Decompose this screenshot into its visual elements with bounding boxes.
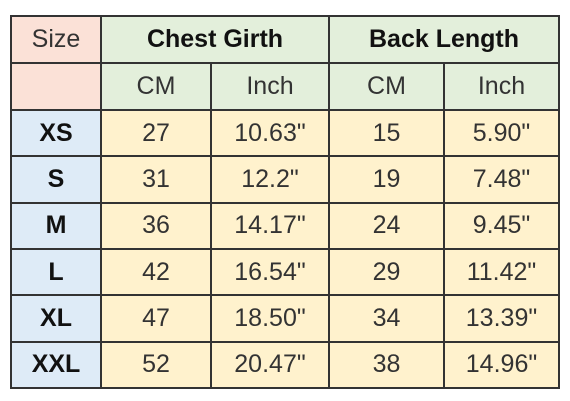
- size-label: XS: [10, 108, 102, 158]
- table-row: XL 47 18.50" 34 13.39": [10, 294, 560, 343]
- measure-cell: 11.42": [443, 247, 560, 297]
- size-label: XL: [10, 294, 102, 343]
- table-row: M 36 14.17" 24 9.45": [10, 201, 560, 250]
- unit-header: CM: [328, 62, 445, 111]
- measure-cell: 27: [100, 108, 212, 158]
- measure-cell: 34: [328, 294, 445, 343]
- size-header: Size: [10, 15, 102, 64]
- size-label: L: [10, 247, 102, 297]
- measure-cell: 52: [100, 340, 212, 390]
- measure-cell: 31: [100, 155, 212, 204]
- table-row: XXL 52 20.47" 38 14.96": [10, 340, 560, 390]
- table-row: XS 27 10.63" 15 5.90": [10, 108, 560, 158]
- unit-header: Inch: [443, 62, 560, 111]
- measure-cell: 9.45": [443, 201, 560, 250]
- table-row: L 42 16.54" 29 11.42": [10, 247, 560, 297]
- size-label: M: [10, 201, 102, 250]
- measure-cell: 19: [328, 155, 445, 204]
- measure-cell: 20.47": [210, 340, 330, 390]
- measure-cell: 13.39": [443, 294, 560, 343]
- unit-header: CM: [100, 62, 212, 111]
- measure-cell: 10.63": [210, 108, 330, 158]
- measure-cell: 47: [100, 294, 212, 343]
- measure-cell: 36: [100, 201, 212, 250]
- group-header: Chest Girth: [100, 15, 330, 64]
- size-table: Size Chest Girth Back Length CM Inch CM …: [10, 15, 560, 390]
- measure-cell: 14.96": [443, 340, 560, 390]
- unit-header: Inch: [210, 62, 330, 111]
- measure-cell: 38: [328, 340, 445, 390]
- size-label: XXL: [10, 340, 102, 390]
- group-header: Back Length: [328, 15, 560, 64]
- measure-cell: 15: [328, 108, 445, 158]
- measure-cell: 24: [328, 201, 445, 250]
- measure-cell: 29: [328, 247, 445, 297]
- size-label: S: [10, 155, 102, 204]
- measure-cell: 7.48": [443, 155, 560, 204]
- measure-cell: 18.50": [210, 294, 330, 343]
- table-body: XS 27 10.63" 15 5.90" S 31 12.2" 19 7.48" M 36 14.17…: [10, 108, 560, 390]
- table-row: S 31 12.2" 19 7.48": [10, 155, 560, 204]
- measure-cell: 14.17": [210, 201, 330, 250]
- measure-cell: 42: [100, 247, 212, 297]
- measure-cell: 12.2": [210, 155, 330, 204]
- measure-cell: 16.54": [210, 247, 330, 297]
- measure-cell: 5.90": [443, 108, 560, 158]
- empty-cell: [10, 62, 102, 111]
